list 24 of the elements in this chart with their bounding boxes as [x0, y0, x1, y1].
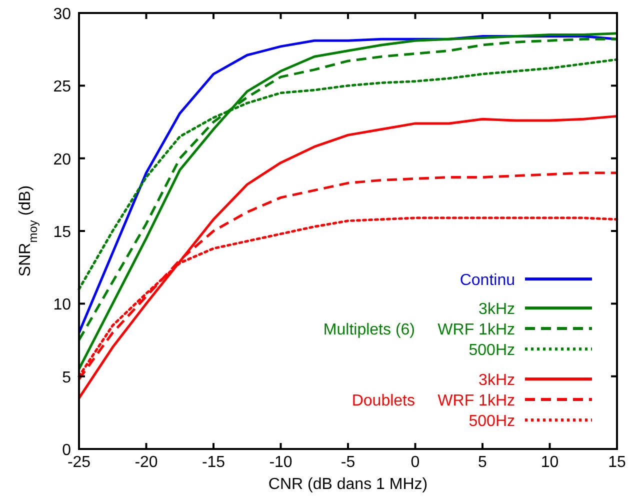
legend-label: 3kHz — [478, 372, 515, 389]
legend-label: WRF 1kHz — [438, 392, 515, 410]
x-tick-label: -5 — [340, 454, 356, 471]
x-tick-label: 15 — [608, 454, 626, 471]
legend-label: 500Hz — [468, 342, 515, 359]
x-tick-label: -20 — [134, 454, 158, 471]
x-tick-label: 5 — [478, 454, 488, 471]
x-tick-label: -15 — [202, 454, 226, 471]
y-tick-label: 25 — [53, 78, 72, 96]
x-tick-label: 0 — [410, 454, 420, 471]
legend-label: 3kHz — [478, 301, 515, 318]
x-tick-label: 10 — [540, 454, 559, 471]
x-axis-title: CNR (dB dans 1 MHz) — [268, 476, 428, 493]
annotation: Multiplets (6) — [323, 322, 415, 338]
y-tick-label: 10 — [53, 296, 72, 314]
y-tick-label: 5 — [62, 369, 72, 386]
x-tick-label: -10 — [269, 454, 292, 471]
legend-label: WRF 1kHz — [438, 322, 515, 338]
legend-label: Continu — [460, 272, 515, 289]
y-tick-label: 30 — [53, 6, 72, 23]
annotation: Doublets — [352, 392, 415, 410]
y-tick-label: 20 — [53, 151, 72, 168]
legend-label: 500Hz — [468, 413, 515, 430]
y-tick-label: 15 — [53, 224, 72, 241]
